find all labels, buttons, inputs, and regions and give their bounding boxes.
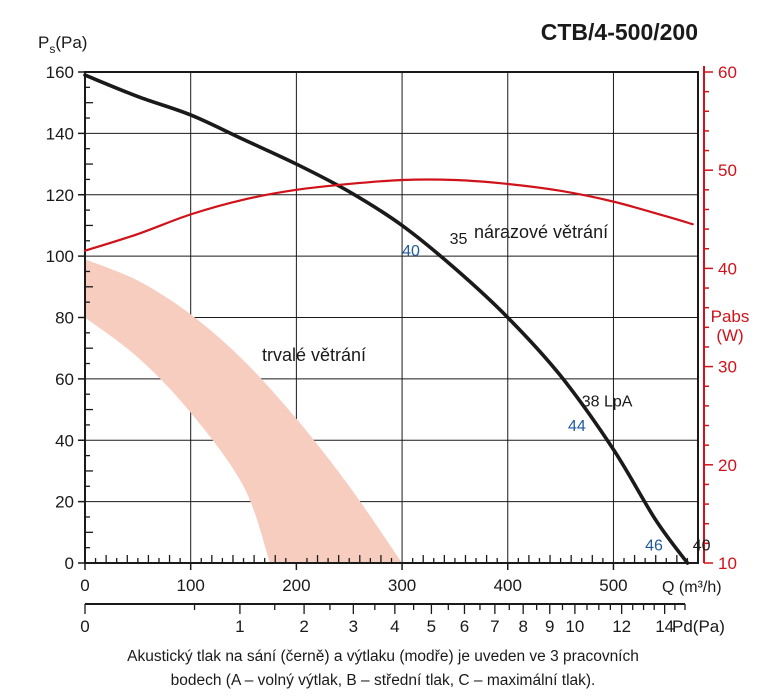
y-tick-label: 0	[65, 554, 74, 573]
annotation-label: 38 LpA	[582, 393, 633, 410]
annotation-label: 44	[568, 418, 586, 435]
y-right-tick-label: 30	[718, 358, 737, 377]
pd-tick-label: 0	[80, 617, 89, 636]
y-tick-label: 100	[46, 247, 74, 266]
pd-tick-label: 10	[565, 617, 584, 636]
pd-tick-label: 14	[655, 617, 674, 636]
x-tick-label: 0	[80, 576, 89, 595]
pd-tick-label: 8	[518, 617, 527, 636]
grid	[85, 72, 698, 563]
pd-secondary-axis: 0 1 2 3 4 5 6 7 8 9 10 12 14	[80, 603, 686, 636]
y-tick-label: 60	[55, 370, 74, 389]
annotation-label: 40	[402, 243, 420, 260]
y-tick-label: 140	[46, 124, 74, 143]
pd-tick-label: 12	[612, 617, 631, 636]
annotation-label: 40	[693, 538, 711, 555]
power-curve	[83, 178, 694, 252]
axis-labels: 0 20 40 60 80 100 120 140 160 0 100 200 300 400 500 10 2…	[46, 63, 737, 595]
pd-axis-label: Pd(Pa)	[672, 617, 725, 636]
y-tick-label: 40	[55, 431, 74, 450]
axis-ticks	[78, 66, 713, 570]
pd-tick-label: 1	[235, 617, 244, 636]
pd-tick-label: 5	[427, 617, 436, 636]
series-lines	[83, 73, 694, 565]
pd-tick-label: 6	[460, 617, 469, 636]
pd-tick-label: 3	[349, 617, 358, 636]
y-right-tick-label: 50	[718, 161, 737, 180]
y-tick-label: 120	[46, 186, 74, 205]
y-right-tick-label: 10	[718, 554, 737, 573]
caption-line-2: bodech (A – volný výtlak, B – střední tl…	[170, 672, 596, 689]
x-axis-label: Q (m³/h)	[662, 579, 722, 596]
y-axis-right-label: Pabs	[711, 307, 750, 326]
chart-title: CTB/4-500/200	[541, 19, 698, 45]
y-right-tick-label: 20	[718, 456, 737, 475]
y-right-tick-label: 60	[718, 63, 737, 82]
band-label: trvalé větrání	[262, 345, 366, 365]
plot-frame	[84, 71, 699, 564]
pd-tick-label: 4	[390, 617, 399, 636]
caption-line-1: Akustický tlak na sání (černě) a výtlaku…	[127, 648, 639, 665]
pd-tick-label: 7	[490, 617, 499, 636]
x-tick-label: 400	[494, 576, 522, 595]
x-tick-label: 500	[599, 576, 627, 595]
pressure-curve	[83, 73, 690, 565]
x-tick-label: 100	[177, 576, 205, 595]
annotation-label: 35	[450, 231, 468, 248]
y-tick-label: 80	[55, 309, 74, 328]
x-tick-label: 200	[282, 576, 310, 595]
band-trvale-vetrani	[85, 259, 403, 563]
pd-tick-label: 9	[545, 617, 554, 636]
y-right-tick-label: 40	[718, 259, 737, 278]
y-tick-label: 20	[55, 493, 74, 512]
x-tick-label: 300	[388, 576, 416, 595]
y-axis-left-label: Ps(Pa)	[38, 33, 87, 56]
pd-tick-label: 2	[299, 617, 308, 636]
y-axis-right-unit: (W)	[716, 326, 743, 345]
annotations: 35 40 38 LpA 44 46 40	[402, 231, 711, 555]
annotation-label: 46	[645, 538, 663, 555]
y-tick-label: 160	[46, 63, 74, 82]
series-label-narazove: nárazové větrání	[474, 222, 608, 242]
